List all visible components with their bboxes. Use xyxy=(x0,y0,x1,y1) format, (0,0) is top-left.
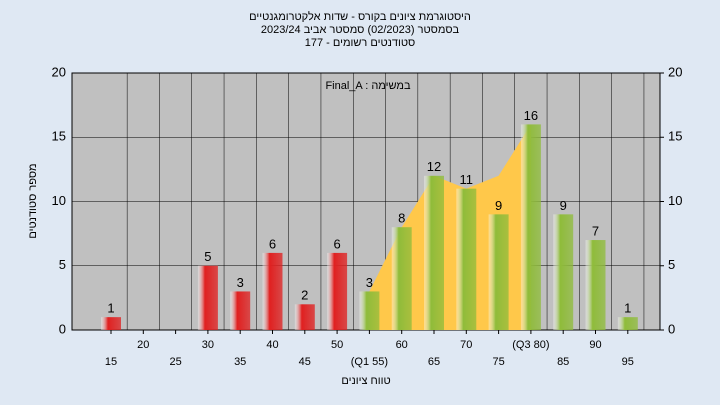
data-label: 9 xyxy=(495,198,502,213)
data-label: 16 xyxy=(524,108,538,123)
data-label: 11 xyxy=(460,172,474,187)
x-tick-label: 65 xyxy=(428,356,440,368)
bar xyxy=(294,304,315,330)
data-label: 1 xyxy=(107,301,114,316)
bar xyxy=(424,175,444,330)
y-tick-label: 10 xyxy=(52,193,66,208)
data-label: 2 xyxy=(301,288,308,303)
x-tick-label: 75 xyxy=(492,356,504,368)
x-axis-label: טווח ציונים xyxy=(341,375,390,387)
x-tick-label: 25 xyxy=(169,356,181,368)
data-label: 5 xyxy=(204,249,211,264)
y2-tick-label: 15 xyxy=(668,129,682,144)
bar xyxy=(585,240,606,330)
x-tick-label: (Q1 55) xyxy=(351,356,388,368)
x-tick-label: 45 xyxy=(299,356,311,368)
x-tick-label: 30 xyxy=(202,339,214,351)
x-tick-label: 15 xyxy=(105,356,117,368)
x-tick-label: 70 xyxy=(460,339,472,351)
bar xyxy=(553,214,574,330)
y-tick-label: 15 xyxy=(52,129,66,144)
bar xyxy=(391,227,412,330)
data-label: 7 xyxy=(592,223,599,238)
y2-tick-label: 10 xyxy=(668,193,682,208)
x-tick-label: 90 xyxy=(589,339,601,351)
data-label: 12 xyxy=(427,159,441,174)
x-tick-label: 95 xyxy=(622,356,634,368)
y-tick-label: 20 xyxy=(52,64,66,79)
bar xyxy=(520,124,541,331)
y-axis-label: מספר סטודנטים xyxy=(27,163,39,238)
y2-tick-label: 5 xyxy=(668,257,675,272)
chart-subtitle: סטודנטים רשומים - 177 xyxy=(305,37,416,49)
data-label: 9 xyxy=(560,198,567,213)
bar xyxy=(262,252,283,330)
data-label: 8 xyxy=(398,211,405,226)
data-label: 1 xyxy=(624,301,631,316)
y-tick-label: 5 xyxy=(59,257,66,272)
x-tick-label: 20 xyxy=(137,339,149,351)
x-tick-label: 40 xyxy=(266,339,278,351)
x-tick-label: 35 xyxy=(234,356,246,368)
bar xyxy=(230,291,251,330)
x-tick-label: 50 xyxy=(331,339,343,351)
bar xyxy=(101,317,121,330)
x-tick-label: (Q3 80) xyxy=(512,339,549,351)
data-label: 3 xyxy=(366,275,373,290)
data-label: 3 xyxy=(237,275,244,290)
y2-tick-label: 20 xyxy=(668,64,682,79)
bar xyxy=(359,291,380,330)
data-label: 6 xyxy=(269,236,276,251)
chart-subtitle: בסמסטר (02/2023) סמסטר אביב 2023/24 xyxy=(261,24,460,36)
bar xyxy=(488,214,509,330)
chart-title: היסטוגרמת ציונים בקורס - שדות אלקטרומגנט… xyxy=(249,10,471,23)
y2-tick-label: 0 xyxy=(668,321,675,336)
bar xyxy=(197,265,218,330)
annotation: Final_A : במשימה xyxy=(325,80,411,92)
x-tick-label: 85 xyxy=(557,356,569,368)
bar xyxy=(617,317,638,330)
bar xyxy=(456,188,477,330)
bar xyxy=(327,252,348,330)
y-tick-label: 0 xyxy=(59,321,66,336)
x-tick-label: 60 xyxy=(396,339,408,351)
data-label: 6 xyxy=(333,236,340,251)
